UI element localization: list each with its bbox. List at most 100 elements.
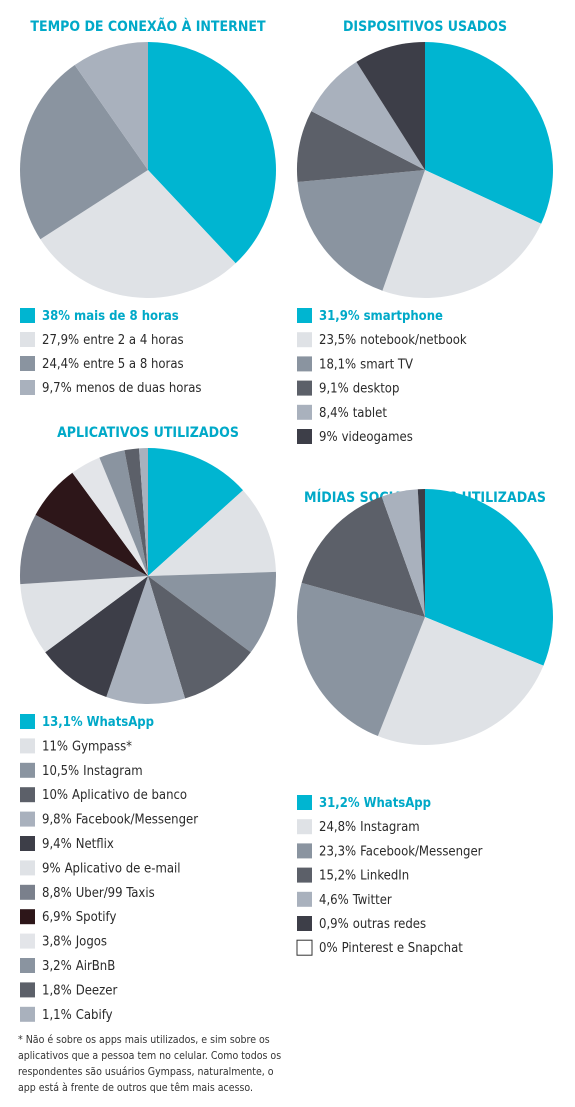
legend-name: Aplicativo de banco (72, 788, 187, 803)
legend-item: 9,8% Facebook/Messenger (20, 811, 198, 827)
legend-item: 23,5% notebook/netbook (297, 332, 467, 348)
legend-item: 8,8% Uber/99 Taxis (20, 884, 155, 900)
legend-item: 31,2% WhatsApp (297, 795, 431, 811)
legend-label: 27,9% entre 2 a 4 horas (42, 333, 184, 348)
legend-label: 1,8% Deezer (42, 983, 117, 998)
legend-swatch (297, 380, 312, 396)
legend-value: 9,4% (42, 837, 72, 852)
legend-value: 8,4% (319, 405, 349, 420)
legend-item: 31,9% smartphone (297, 308, 443, 324)
pie-slice (148, 448, 244, 576)
pie-slice (40, 170, 236, 298)
legend-item: 0,9% outras redes (297, 916, 426, 932)
legend-name: Instagram (83, 763, 143, 778)
legend-swatch (297, 308, 312, 323)
legend-swatch (20, 308, 35, 323)
pie-slice (20, 514, 148, 585)
legend-swatch (20, 933, 35, 949)
chart: APLICATIVOS UTILIZADOS 13,1% WhatsApp 11% Gy… (20, 425, 277, 1022)
legend-item: 27,9% entre 2 a 4 horas (20, 332, 184, 348)
legend-label: 9% Aplicativo de e-mail (42, 861, 181, 876)
legend-swatch (297, 429, 312, 444)
legend-item: 9,4% Netflix (20, 836, 114, 852)
pie-slice (377, 617, 544, 746)
legend-name: Netflix (76, 837, 114, 852)
legend-swatch (297, 916, 312, 931)
legend-name: smart TV (360, 357, 413, 372)
pie-slice (297, 170, 425, 291)
legend-swatch (296, 939, 313, 956)
legend-name: mais de 8 horas (74, 309, 179, 324)
legend-item: 1,8% Deezer (20, 982, 117, 998)
legend-value: 11% (42, 739, 68, 754)
chart: TEMPO DE CONEXÃO À INTERNET 38% mais de 8 … (19, 18, 276, 396)
legend-value: 31,9% (319, 309, 360, 324)
legend-swatch (20, 738, 35, 754)
legend-label: 9,1% desktop (319, 381, 399, 396)
legend-label: 13,1% WhatsApp (42, 715, 154, 730)
legend-name: Cabify (76, 1007, 113, 1022)
legend-item: 24,8% Instagram (297, 819, 420, 835)
legend-value: 31,2% (319, 796, 360, 811)
legend-value: 10,5% (42, 763, 79, 778)
legend-item: 10,5% Instagram (20, 762, 143, 778)
legend-label: 11% Gympass* (42, 739, 132, 754)
legend-label: 15,2% LinkedIn (319, 868, 409, 883)
legend-item: 23,3% Facebook/Messenger (297, 843, 483, 859)
legend-label: 0,9% outras redes (319, 917, 426, 932)
legend-swatch (297, 843, 312, 859)
legend-item: 0% Pinterest e Snapchat (296, 939, 463, 956)
pie-slice (297, 111, 425, 183)
pie-slice (19, 65, 148, 240)
legend-swatch (20, 356, 35, 371)
legend-item: 8,4% tablet (297, 404, 388, 420)
legend-swatch (20, 332, 35, 347)
legend-swatch (20, 909, 35, 925)
legend-value: 0% (319, 941, 338, 956)
legend-label: 9,7% menos de duas horas (42, 381, 201, 396)
legend-item: 4,6% Twitter (297, 891, 392, 907)
pie-slice (148, 490, 276, 576)
legend-label: 31,2% WhatsApp (319, 796, 431, 811)
legend-value: 9,7% (42, 381, 72, 396)
legend-value: 0,9% (319, 917, 349, 932)
legend-swatch (297, 332, 312, 348)
legend-value: 1,1% (42, 1007, 72, 1022)
legend-value: 3,2% (42, 959, 72, 974)
legend-swatch (20, 762, 35, 778)
legend-label: 6,9% Spotify (42, 910, 116, 925)
legend-label: 9,4% Netflix (42, 837, 114, 852)
legend-name: Deezer (76, 983, 118, 998)
legend-swatch (20, 714, 35, 729)
legend-item: 3,8% Jogos (20, 933, 107, 949)
legend-label: 8,8% Uber/99 Taxis (42, 885, 155, 900)
legend-value: 3,8% (42, 934, 72, 949)
pie-slice (106, 576, 186, 704)
legend-name: Instagram (360, 820, 420, 835)
legend-swatch (20, 1006, 35, 1022)
legend-label: 3,8% Jogos (42, 934, 107, 949)
legend-value: 23,3% (319, 844, 356, 859)
legend-label: 23,5% notebook/netbook (319, 333, 467, 348)
legend-name: videogames (342, 430, 413, 445)
pie-slice (356, 42, 425, 170)
legend-swatch (20, 836, 35, 851)
legend-name: menos de duas horas (76, 381, 202, 396)
legend-name: WhatsApp (87, 715, 154, 730)
footnote-line: aplicativos que a pessoa tem no celular.… (18, 1050, 281, 1062)
legend-item: 6,9% Spotify (20, 909, 116, 925)
legend-value: 9% (319, 430, 338, 445)
legend-item: 9,1% desktop (297, 380, 399, 396)
pie-slice (72, 457, 148, 576)
pie-slice (99, 450, 148, 576)
legend-swatch (20, 958, 35, 973)
legend-name: tablet (353, 405, 388, 420)
legend-item: 11% Gympass* (20, 738, 132, 754)
legend-label: 1,1% Cabify (42, 1007, 113, 1022)
legend-name: entre 2 a 4 horas (83, 333, 183, 348)
pie-slice (148, 576, 251, 699)
legend-value: 1,8% (42, 983, 72, 998)
legend-name: smartphone (364, 309, 443, 324)
legend-value: 8,8% (42, 885, 72, 900)
